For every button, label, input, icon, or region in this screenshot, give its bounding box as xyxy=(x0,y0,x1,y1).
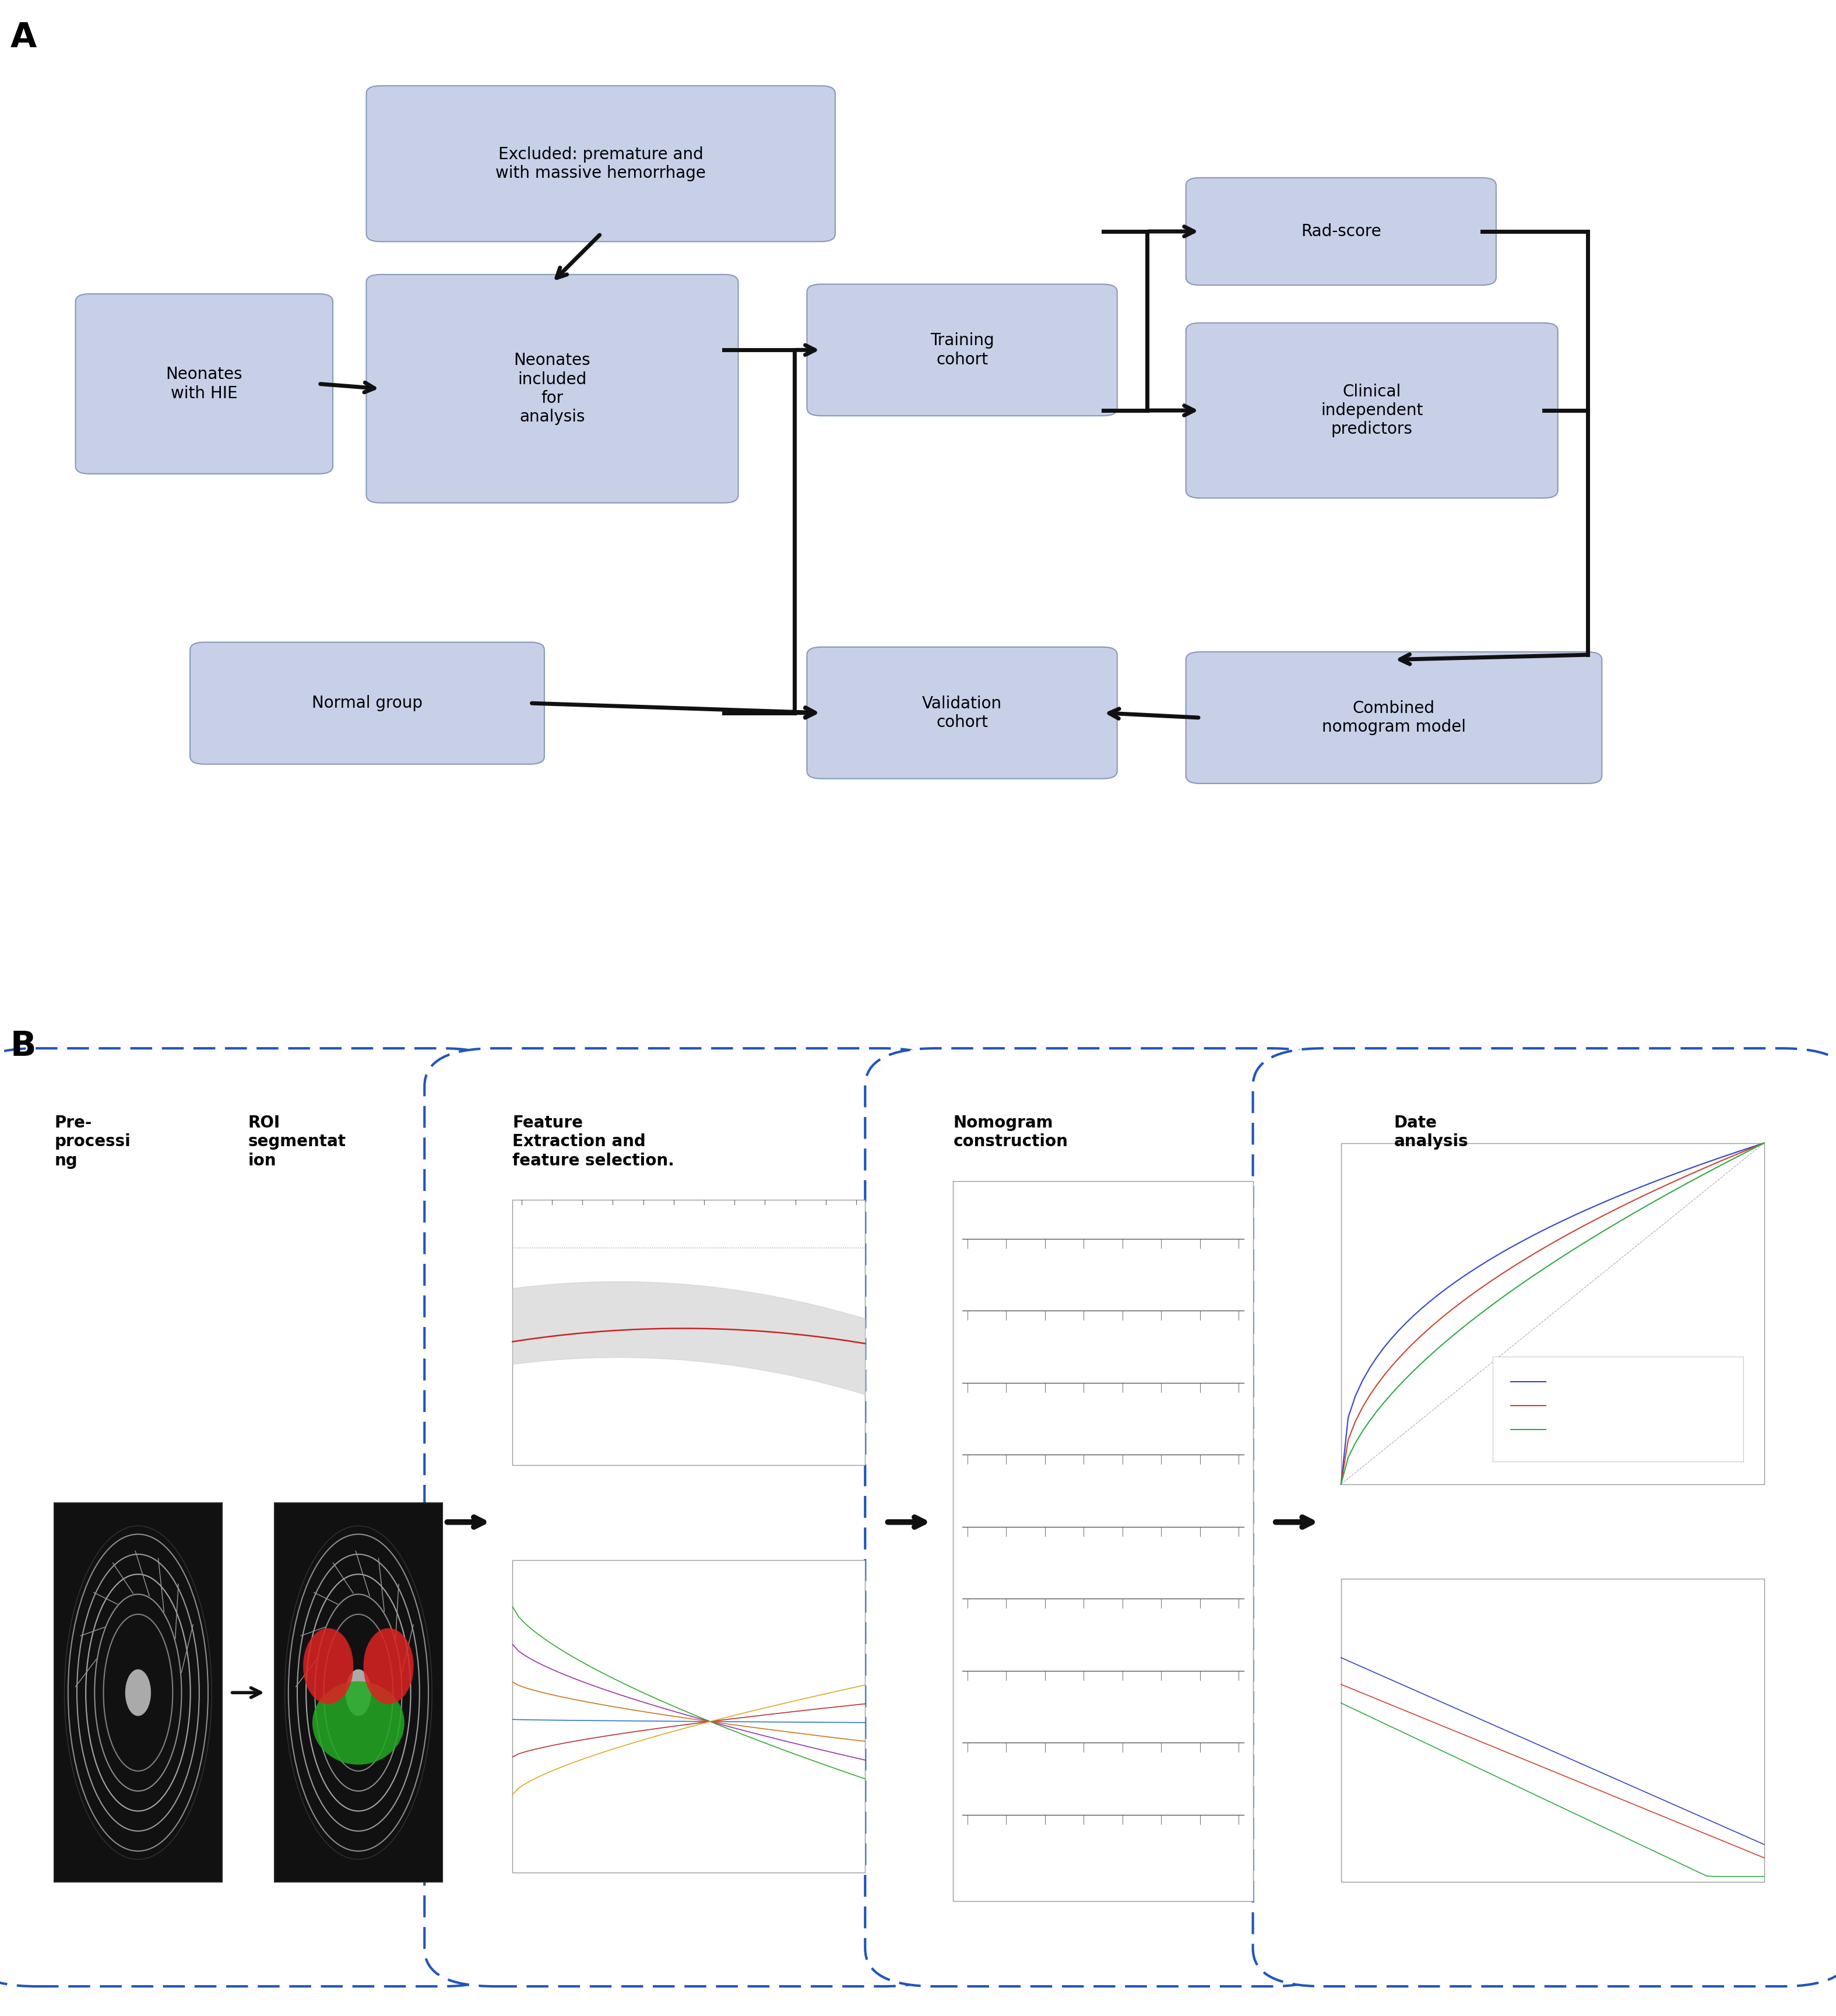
FancyBboxPatch shape xyxy=(1252,1048,1836,1986)
Ellipse shape xyxy=(345,1669,371,1716)
Text: ROI
segmentat
ion: ROI segmentat ion xyxy=(248,1115,347,1169)
Text: Feature
Extraction and
feature selection.: Feature Extraction and feature selection… xyxy=(512,1115,674,1169)
Ellipse shape xyxy=(312,1681,404,1764)
Text: Combined
nomogram model: Combined nomogram model xyxy=(1322,700,1465,736)
FancyBboxPatch shape xyxy=(953,1181,1252,1901)
Ellipse shape xyxy=(364,1629,413,1704)
Text: Excluded: premature and
with massive hemorrhage: Excluded: premature and with massive hem… xyxy=(496,145,705,181)
Text: B: B xyxy=(11,1030,37,1062)
FancyBboxPatch shape xyxy=(512,1560,865,1873)
Text: Validation
cohort: Validation cohort xyxy=(922,696,1002,730)
Ellipse shape xyxy=(303,1629,353,1704)
FancyBboxPatch shape xyxy=(512,1200,865,1466)
Text: Date
analysis: Date analysis xyxy=(1394,1115,1469,1149)
Text: Nomogram
construction: Nomogram construction xyxy=(953,1115,1069,1149)
Text: A: A xyxy=(11,20,37,54)
FancyBboxPatch shape xyxy=(367,274,738,502)
FancyBboxPatch shape xyxy=(1186,651,1601,784)
FancyBboxPatch shape xyxy=(808,284,1116,415)
FancyBboxPatch shape xyxy=(1493,1357,1742,1462)
FancyBboxPatch shape xyxy=(0,1048,512,1986)
Text: Pre-
processi
ng: Pre- processi ng xyxy=(55,1115,130,1169)
Text: Rad-score: Rad-score xyxy=(1302,224,1381,240)
FancyBboxPatch shape xyxy=(367,87,835,242)
Ellipse shape xyxy=(64,1526,211,1859)
FancyBboxPatch shape xyxy=(75,294,332,474)
Text: Clinical
independent
predictors: Clinical independent predictors xyxy=(1320,383,1423,437)
FancyBboxPatch shape xyxy=(865,1048,1340,1986)
Ellipse shape xyxy=(285,1526,431,1859)
FancyBboxPatch shape xyxy=(424,1048,953,1986)
FancyBboxPatch shape xyxy=(191,643,543,764)
Text: Training
cohort: Training cohort xyxy=(931,333,993,367)
Ellipse shape xyxy=(125,1669,151,1716)
FancyBboxPatch shape xyxy=(55,1504,222,1883)
FancyBboxPatch shape xyxy=(1186,323,1557,498)
FancyBboxPatch shape xyxy=(1340,1579,1764,1883)
Text: Normal group: Normal group xyxy=(312,696,422,712)
FancyBboxPatch shape xyxy=(275,1504,442,1883)
FancyBboxPatch shape xyxy=(1186,177,1496,284)
Text: Neonates
with HIE: Neonates with HIE xyxy=(165,367,242,401)
FancyBboxPatch shape xyxy=(1340,1143,1764,1484)
Text: Neonates
included
for
analysis: Neonates included for analysis xyxy=(514,353,591,425)
FancyBboxPatch shape xyxy=(808,647,1116,778)
